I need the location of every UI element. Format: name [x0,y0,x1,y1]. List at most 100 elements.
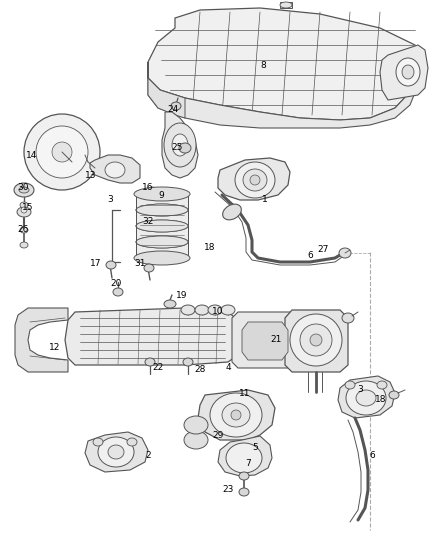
Ellipse shape [222,403,250,427]
Ellipse shape [181,305,195,315]
Text: 13: 13 [85,171,97,180]
Ellipse shape [210,393,262,437]
Ellipse shape [183,358,193,366]
Ellipse shape [164,123,196,167]
Ellipse shape [108,445,124,459]
Ellipse shape [342,313,354,323]
Ellipse shape [300,324,332,356]
Polygon shape [162,112,198,178]
Text: 18: 18 [204,244,216,253]
Text: 10: 10 [212,308,224,317]
Text: 20: 20 [110,279,122,288]
Ellipse shape [98,437,134,467]
Ellipse shape [396,58,420,86]
Ellipse shape [235,162,275,198]
Ellipse shape [113,288,123,296]
Text: 32: 32 [142,217,154,227]
Text: 18: 18 [375,395,387,405]
Ellipse shape [136,188,188,200]
Ellipse shape [179,143,191,153]
Ellipse shape [19,187,29,193]
Ellipse shape [239,472,249,480]
Polygon shape [198,390,275,440]
Ellipse shape [339,248,351,258]
Text: 3: 3 [107,196,113,205]
Ellipse shape [20,202,28,208]
Polygon shape [65,308,238,365]
Text: 29: 29 [212,431,224,440]
Ellipse shape [134,251,190,265]
Ellipse shape [136,220,188,232]
Text: 14: 14 [26,150,38,159]
Ellipse shape [144,264,154,272]
Circle shape [24,114,100,190]
Circle shape [36,126,88,178]
Text: 6: 6 [307,251,313,260]
Text: 8: 8 [260,61,266,69]
Text: 27: 27 [317,246,328,254]
Ellipse shape [280,2,292,8]
Ellipse shape [250,175,260,185]
Ellipse shape [377,381,387,389]
Ellipse shape [208,305,222,315]
Polygon shape [136,210,188,226]
Ellipse shape [134,187,190,201]
Text: 6: 6 [369,450,375,459]
Ellipse shape [136,252,188,264]
Text: 30: 30 [17,183,29,192]
Ellipse shape [223,204,241,220]
Text: 31: 31 [134,260,146,269]
Text: 7: 7 [245,458,251,467]
Ellipse shape [136,220,188,232]
Ellipse shape [136,236,188,248]
Text: 25: 25 [171,143,183,152]
Text: 16: 16 [142,183,154,192]
Text: 1: 1 [262,196,268,205]
Text: 5: 5 [252,443,258,453]
Ellipse shape [20,242,28,248]
Polygon shape [280,2,292,8]
Ellipse shape [243,169,267,191]
Polygon shape [148,72,418,128]
Text: 19: 19 [176,290,188,300]
Polygon shape [136,226,188,242]
Ellipse shape [127,438,137,446]
Text: 3: 3 [357,385,363,394]
Polygon shape [136,242,188,258]
Polygon shape [85,432,148,472]
Polygon shape [285,310,348,372]
Polygon shape [232,312,295,368]
Ellipse shape [184,431,208,449]
Ellipse shape [147,187,157,197]
Ellipse shape [21,207,27,213]
Text: 2: 2 [145,450,151,459]
Text: 12: 12 [49,343,61,352]
Text: 4: 4 [225,364,231,373]
Ellipse shape [231,410,241,420]
Polygon shape [242,322,288,360]
Circle shape [52,142,72,162]
Ellipse shape [20,227,28,233]
Text: 11: 11 [239,389,251,398]
Text: 21: 21 [270,335,282,344]
Ellipse shape [136,204,188,216]
Text: 22: 22 [152,364,164,373]
Text: 9: 9 [158,191,164,200]
Ellipse shape [226,443,262,473]
Ellipse shape [145,358,155,366]
Ellipse shape [195,305,209,315]
Ellipse shape [345,381,355,389]
Ellipse shape [136,236,188,248]
Ellipse shape [105,162,125,178]
Polygon shape [218,436,272,476]
Polygon shape [338,376,395,418]
Ellipse shape [14,183,34,197]
Ellipse shape [389,391,399,399]
Text: 24: 24 [167,106,179,115]
Ellipse shape [310,334,322,346]
Ellipse shape [164,300,176,308]
Ellipse shape [290,314,342,366]
Polygon shape [148,8,418,120]
Polygon shape [136,194,188,210]
Polygon shape [15,308,68,372]
